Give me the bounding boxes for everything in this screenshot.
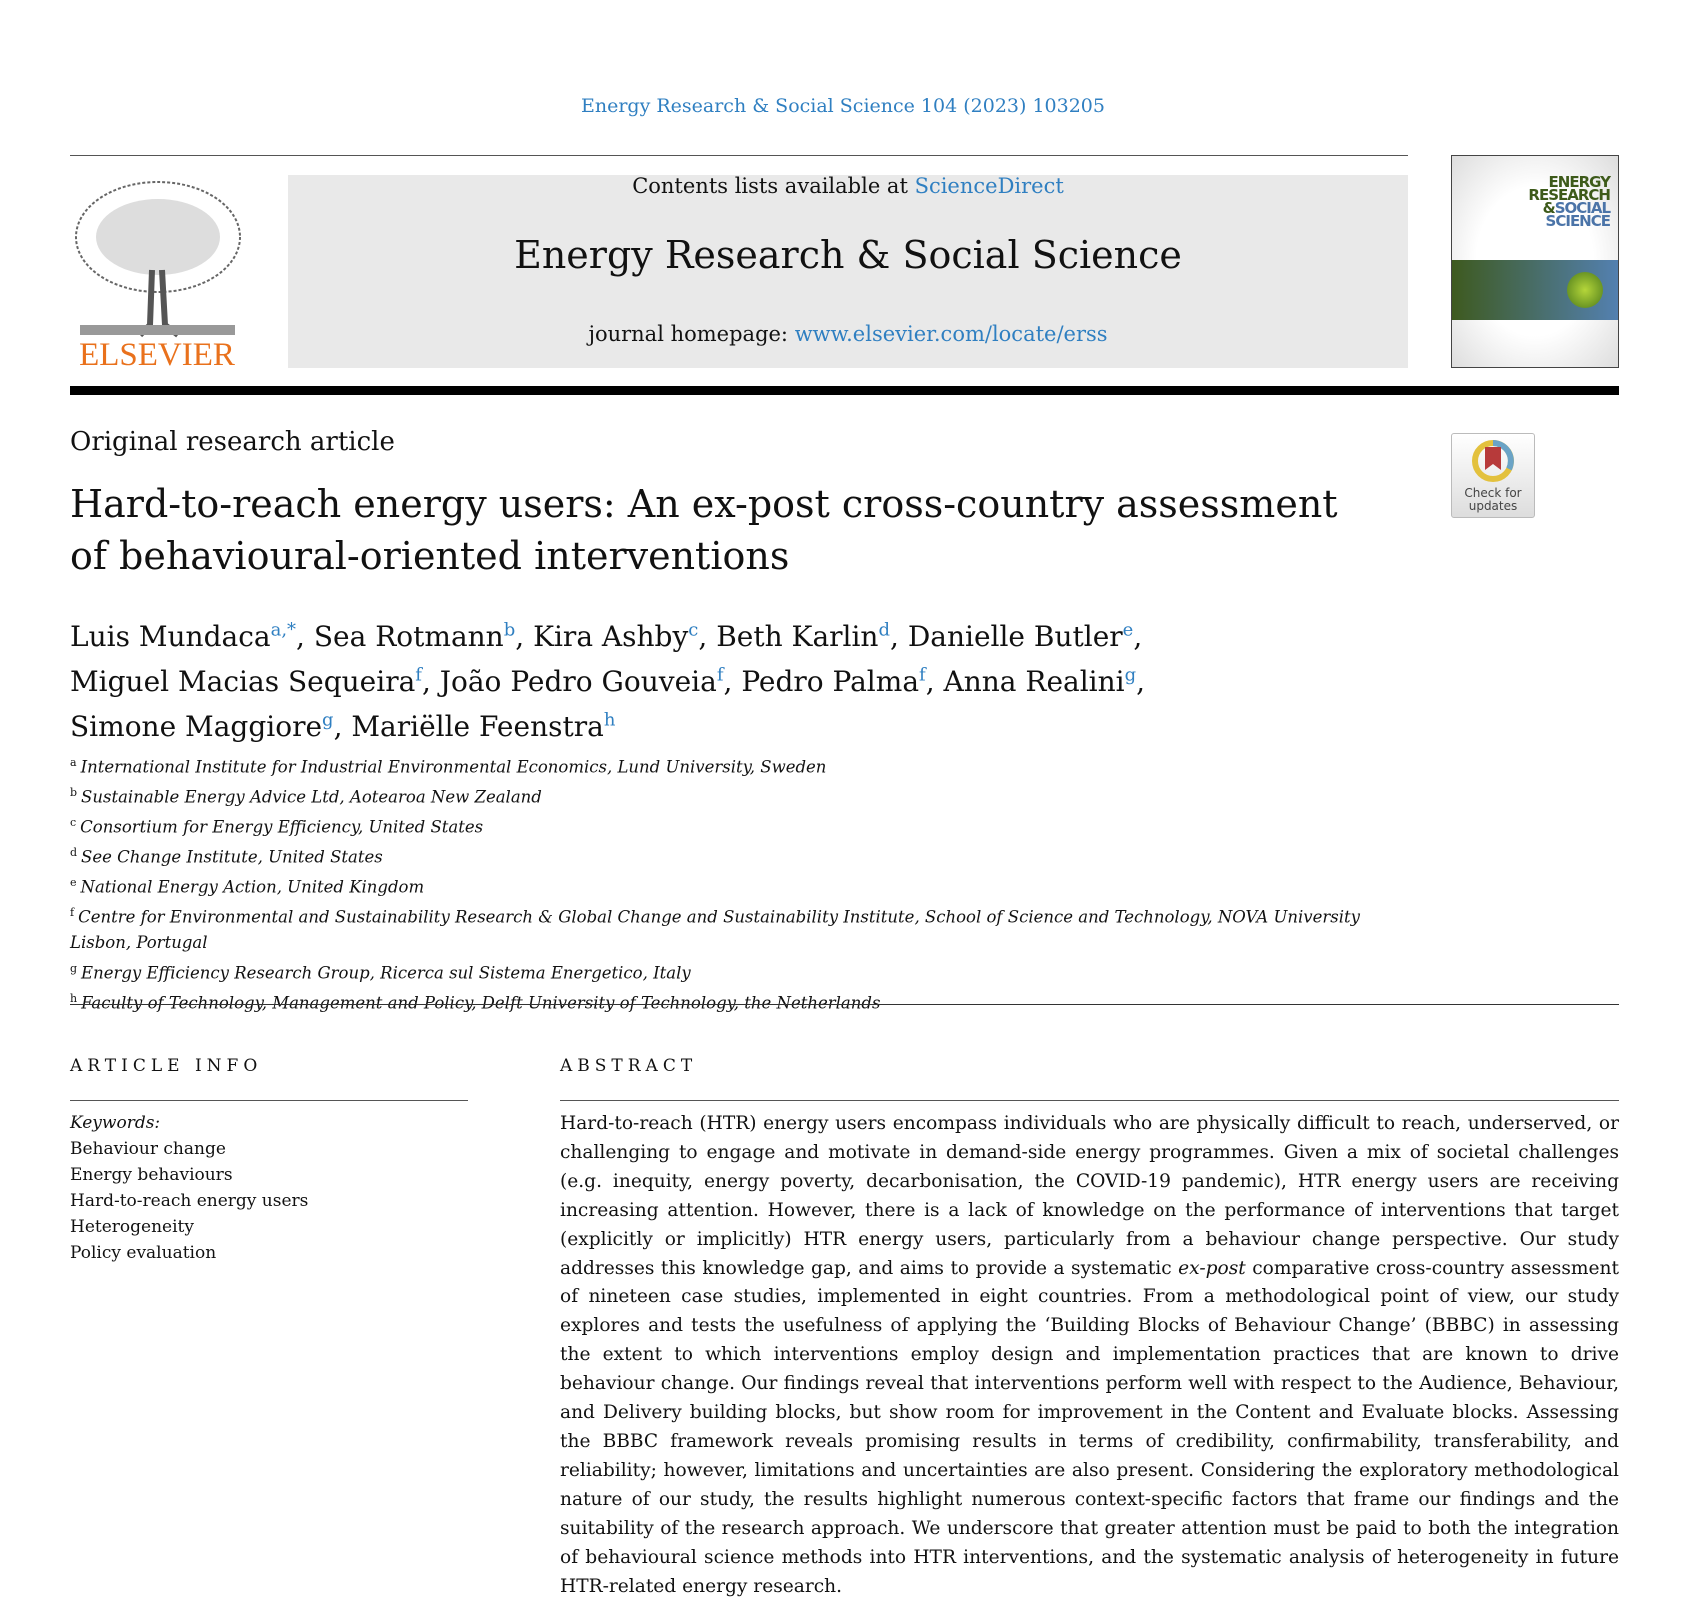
affiliation: g Energy Efficiency Research Group, Ricer… [70,956,1400,986]
cover-title: ENERGY [1548,173,1611,191]
affiliation-key: c [70,816,77,829]
article-title: Hard-to-reach energy users: An ex-post c… [70,482,1338,578]
sciencedirect-link[interactable]: ScienceDirect [914,174,1064,198]
globe-icon [1567,272,1603,308]
author-affiliation-marker[interactable]: g [322,709,334,731]
abstract-text-italic: ex-post [1178,1257,1246,1279]
homepage-link[interactable]: www.elsevier.com/locate/erss [794,322,1108,346]
affiliation-text: International Institute for Industrial E… [80,757,827,777]
keyword: Behaviour change [70,1139,226,1159]
author-name[interactable]: Beth Karlin [716,620,879,654]
author-affiliation-marker[interactable]: h [603,709,616,731]
cover-title: & [1542,199,1556,217]
affiliation: a International Institute for Industrial … [70,750,1400,780]
affiliation-key: b [70,786,78,799]
affiliation-key: f [70,906,75,919]
elsevier-logo: ELSEVIER [70,175,245,373]
keyword: Policy evaluation [70,1243,217,1263]
author-affiliation-marker[interactable]: f [919,664,926,686]
keywords-label: Keywords: [70,1113,161,1133]
abstract-text-part: Hard-to-reach (HTR) energy users encompa… [560,1113,1619,1279]
affiliation: c Consortium for Energy Efficiency, Unite… [70,810,1400,840]
divider [70,1004,1619,1005]
author-name[interactable]: Pedro Palma [741,665,920,699]
journal-cover-image: ENERGY RESEARCH &SOCIAL SCIENCE [1451,155,1619,368]
author-affiliation-marker[interactable]: a,* [270,620,297,641]
keyword: Heterogeneity [70,1217,194,1237]
divider [70,1100,468,1101]
article-info-heading: ARTICLE INFO [70,1056,263,1076]
journal-citation-link[interactable]: Energy Research & Social Science 104 (20… [580,95,1105,117]
article-type: Original research article [70,427,395,457]
divider [70,155,1408,156]
affiliation-key: d [70,846,78,859]
affiliation-key: e [70,876,77,889]
check-for-updates-button[interactable]: Check for updates [1451,433,1535,518]
cover-title: RESEARCH [1528,186,1611,204]
header-divider [70,386,1619,395]
author-name[interactable]: João Pedro Gouveia [439,665,717,699]
author-affiliation-marker[interactable]: d [878,620,890,641]
abstract-heading: ABSTRACT [560,1056,698,1076]
affiliation: b Sustainable Energy Advice Ltd, Aotearoa… [70,780,1400,810]
author-name[interactable]: Anna Realini [943,665,1125,699]
publisher-wordmark: ELSEVIER [79,337,235,370]
author-name[interactable]: Danielle Butler [907,620,1123,654]
author-list: Luis Mundacaa,*, Sea Rotmannb, Kira Ashb… [70,620,1146,743]
affiliation-key: h [70,991,78,1005]
affiliation: h Faculty of Technology, Management and P… [70,986,1400,1016]
crossmark-icon [1472,440,1514,482]
affiliation-key: g [70,961,78,975]
affiliation-text: See Change Institute, United States [81,847,383,867]
journal-title: Energy Research & Social Science [514,233,1182,277]
author-affiliation-marker[interactable]: b [503,620,516,641]
affiliation: e National Energy Action, United Kingdom [70,870,1400,900]
divider [560,1100,1619,1101]
keywords-section: Keywords: Behaviour change Energy behavio… [70,1110,308,1266]
journal-masthead: Contents lists available at ScienceDirec… [288,175,1408,368]
affiliation-text: Centre for Environmental and Sustainabil… [70,907,1360,953]
crossmark-label: Check for [1464,486,1522,500]
affiliation-text: National Energy Action, United Kingdom [80,877,425,897]
crossmark-label: updates [1468,499,1518,513]
author-name[interactable]: Kira Ashby [533,620,689,654]
homepage-label: journal homepage: [588,322,795,346]
affiliation-text: Energy Efficiency Research Group, Ricerc… [81,963,691,982]
abstract-text: Hard-to-reach (HTR) energy users encompa… [560,1110,1619,1601]
keyword: Energy behaviours [70,1165,233,1185]
cover-title: SCIENCE [1545,212,1611,230]
elsevier-tree-icon: ELSEVIER [75,181,241,373]
affiliation-list: a International Institute for Industrial … [70,750,1400,1016]
affiliation-text: Sustainable Energy Advice Ltd, Aotearoa … [81,787,542,807]
affiliation-text: Consortium for Energy Efficiency, United… [80,817,484,837]
author-affiliation-marker[interactable]: c [688,620,699,641]
author-affiliation-marker[interactable]: e [1122,620,1134,641]
cover-title: SOCIAL [1554,199,1611,217]
affiliation: f Centre for Environmental and Sustainabi… [70,900,1400,956]
author-affiliation-marker[interactable]: g [1124,664,1137,686]
author-name[interactable]: Luis Mundaca [70,620,271,654]
author-affiliation-marker[interactable]: f [415,664,422,686]
author-affiliation-marker[interactable]: f [716,664,724,686]
abstract-text-part: comparative cross-country assessment of … [560,1257,1619,1597]
author-name[interactable]: Simone Maggiore [70,709,323,743]
author-name[interactable]: Miguel Macias Sequeira [70,665,416,699]
author-name[interactable]: Sea Rotmann [313,620,504,654]
keyword: Hard-to-reach energy users [70,1191,309,1211]
contents-label: Contents lists available at [632,174,915,198]
affiliation-text: Faculty of Technology, Management and Po… [81,993,881,1012]
affiliation-key: a [70,756,77,769]
affiliation: d See Change Institute, United States [70,840,1400,870]
author-name[interactable]: Mariëlle Feenstra [351,709,604,743]
